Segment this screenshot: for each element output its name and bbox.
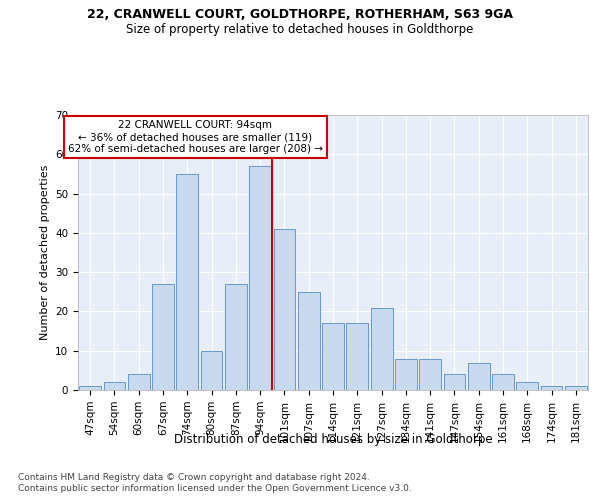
Bar <box>128 374 149 390</box>
Bar <box>517 382 538 390</box>
Bar <box>322 323 344 390</box>
Text: Distribution of detached houses by size in Goldthorpe: Distribution of detached houses by size … <box>173 432 493 446</box>
Bar <box>152 284 174 390</box>
Bar <box>249 166 271 390</box>
Text: 22, CRANWELL COURT, GOLDTHORPE, ROTHERHAM, S63 9GA: 22, CRANWELL COURT, GOLDTHORPE, ROTHERHA… <box>87 8 513 20</box>
Bar <box>371 308 392 390</box>
Bar <box>492 374 514 390</box>
Bar <box>443 374 466 390</box>
Bar <box>395 358 417 390</box>
Bar <box>565 386 587 390</box>
Text: Size of property relative to detached houses in Goldthorpe: Size of property relative to detached ho… <box>127 22 473 36</box>
Bar <box>274 229 295 390</box>
Text: 22 CRANWELL COURT: 94sqm
← 36% of detached houses are smaller (119)
62% of semi-: 22 CRANWELL COURT: 94sqm ← 36% of detach… <box>68 120 323 154</box>
Bar <box>298 292 320 390</box>
Bar <box>419 358 441 390</box>
Text: Contains HM Land Registry data © Crown copyright and database right 2024.: Contains HM Land Registry data © Crown c… <box>18 472 370 482</box>
Bar <box>225 284 247 390</box>
Bar <box>541 386 562 390</box>
Bar <box>468 362 490 390</box>
Text: Contains public sector information licensed under the Open Government Licence v3: Contains public sector information licen… <box>18 484 412 493</box>
Bar <box>176 174 198 390</box>
Bar <box>346 323 368 390</box>
Bar <box>79 386 101 390</box>
Bar <box>200 350 223 390</box>
Bar <box>104 382 125 390</box>
Y-axis label: Number of detached properties: Number of detached properties <box>40 165 50 340</box>
